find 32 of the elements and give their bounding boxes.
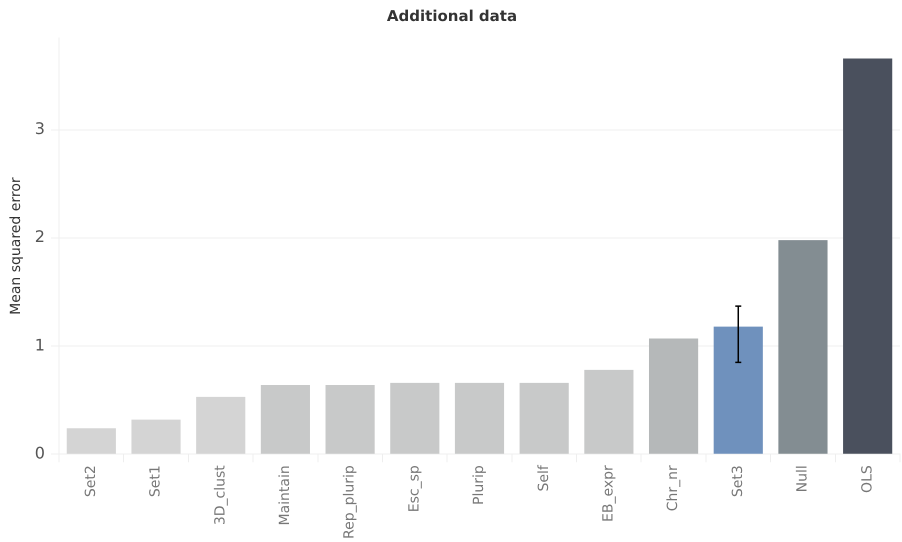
y-tick-label: 3 <box>34 119 45 138</box>
x-tick-label: Rep_plurip <box>342 465 358 539</box>
x-tick-label: Esc_sp <box>406 465 422 512</box>
x-tick-label: Null <box>794 465 811 492</box>
x-tick-label: Plurip <box>471 465 488 505</box>
bar <box>131 420 181 454</box>
y-tick-label: 1 <box>34 335 45 354</box>
bar <box>390 382 440 454</box>
x-tick-label: Chr_nr <box>665 464 682 512</box>
y-axis-title: Mean squared error <box>8 177 24 315</box>
x-tick-label: OLS <box>859 465 876 493</box>
x-tick-label: Set2 <box>82 465 99 498</box>
x-tick-label: Set1 <box>148 465 164 498</box>
chart-title: Additional data <box>386 6 518 25</box>
bar <box>454 382 504 454</box>
bar <box>520 382 569 454</box>
x-tick-label: Maintain <box>277 465 294 526</box>
bar <box>778 240 828 454</box>
bar <box>714 326 763 454</box>
x-tick-label: EB_expr <box>600 464 617 522</box>
bar <box>584 370 634 454</box>
x-tick-label: 3D_clust <box>212 464 228 526</box>
bar <box>648 338 698 454</box>
bar <box>196 396 246 454</box>
x-tick-label: Self <box>536 464 552 492</box>
bar <box>326 385 375 454</box>
bar <box>66 428 116 454</box>
y-tick-label: 2 <box>34 227 45 246</box>
y-tick-label: 0 <box>34 443 45 462</box>
x-tick-label: Set3 <box>730 465 746 498</box>
bar <box>260 385 310 454</box>
bar <box>843 58 892 454</box>
